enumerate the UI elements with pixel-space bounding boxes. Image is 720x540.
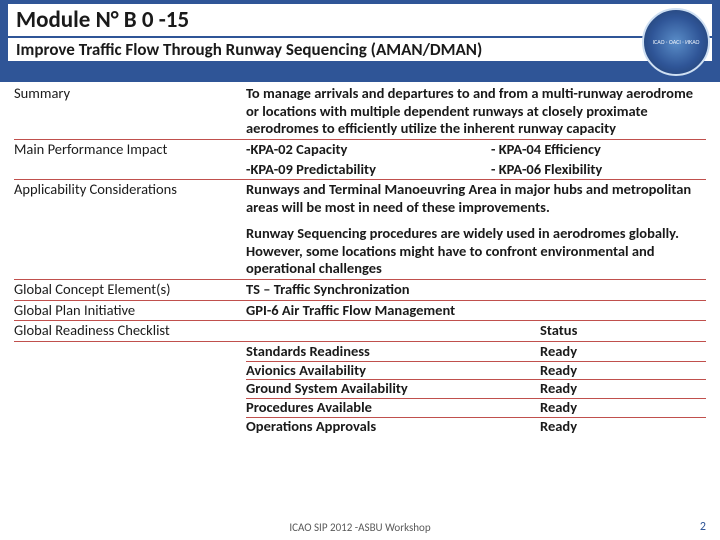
row-applicability-2: Runway Sequencing procedures are widely … [14,218,706,280]
kpa-06: - KPA-06 Flexibility [491,161,706,179]
grc-label: Global Readiness Checklist [14,321,246,341]
grc-item: Procedures Available Ready [246,399,706,418]
applicability-text-2: Runway Sequencing procedures are widely … [246,224,706,279]
grc-item-name: Operations Approvals [246,418,540,436]
gce-label: Global Concept Element(s) [14,280,246,300]
grc-list: Standards Readiness Ready Avionics Avail… [246,342,706,436]
icao-logo-text: ICAO · OACI · ИКАО [653,39,700,46]
mpi-label: Main Performance Impact [14,140,246,160]
module-title: Module N° B 0 -15 [16,6,704,34]
gpi-label: Global Plan Initiative [14,301,246,321]
grc-status-header-row: Status [246,321,706,341]
applicability-text-1: Runways and Terminal Manoeuvring Area in… [246,180,706,217]
summary-label: Summary [14,84,246,139]
grc-blank [246,322,540,340]
mpi-line-2: -KPA-09 Predictability - KPA-06 Flexibil… [246,160,706,180]
title-band: Module N° B 0 -15 [8,4,712,36]
module-subtitle: Improve Traffic Flow Through Runway Sequ… [16,39,704,60]
grc-item-status: Ready [540,399,706,417]
grc-item-status: Ready [540,343,706,361]
grc-item: Avionics Availability Ready [246,362,706,381]
grc-item: Standards Readiness Ready [246,343,706,362]
icao-logo: ICAO · OACI · ИКАО [642,8,710,76]
applicability-label: Applicability Considerations [14,180,246,217]
grc-item-name: Procedures Available [246,399,540,417]
kpa-02: -KPA-02 Capacity [246,141,491,159]
grc-item-status: Ready [540,418,706,436]
slide-footer: ICAO SIP 2012 -ASBU Workshop [0,521,720,534]
grc-item-name: Ground System Availability [246,380,540,398]
mpi-label-blank [14,160,246,180]
slide-header: Module N° B 0 -15 Improve Traffic Flow T… [0,0,720,82]
gpi-text: GPI-6 Air Traffic Flow Management [246,301,706,321]
grc-item: Ground System Availability Ready [246,380,706,399]
grc-item-status: Ready [540,380,706,398]
mpi-line-1: -KPA-02 Capacity - KPA-04 Efficiency [246,140,706,160]
subtitle-band: Improve Traffic Flow Through Runway Sequ… [8,38,712,61]
grc-item: Operations Approvals Ready [246,418,706,436]
row-summary: Summary To manage arrivals and departure… [14,84,706,140]
grc-item-name: Avionics Availability [246,362,540,380]
grc-status-header: Status [540,322,706,340]
row-applicability-1: Applicability Considerations Runways and… [14,180,706,217]
row-mpi-2: -KPA-09 Predictability - KPA-06 Flexibil… [14,160,706,181]
row-gpi: Global Plan Initiative GPI-6 Air Traffic… [14,301,706,322]
slide-content: Summary To manage arrivals and departure… [0,82,720,436]
applicability-label-blank [14,224,246,279]
gce-text: TS – Traffic Synchronization [246,280,706,300]
page-number: 2 [700,520,706,534]
grc-item-name: Standards Readiness [246,343,540,361]
row-grc-header: Global Readiness Checklist Status [14,321,706,342]
kpa-04: - KPA-04 Efficiency [491,141,706,159]
row-grc-body: Standards Readiness Ready Avionics Avail… [14,342,706,436]
row-gce: Global Concept Element(s) TS – Traffic S… [14,280,706,301]
summary-text: To manage arrivals and departures to and… [246,84,706,139]
kpa-09: -KPA-09 Predictability [246,161,491,179]
grc-item-status: Ready [540,362,706,380]
row-mpi-1: Main Performance Impact -KPA-02 Capacity… [14,140,706,160]
grc-body-blank [14,342,246,436]
